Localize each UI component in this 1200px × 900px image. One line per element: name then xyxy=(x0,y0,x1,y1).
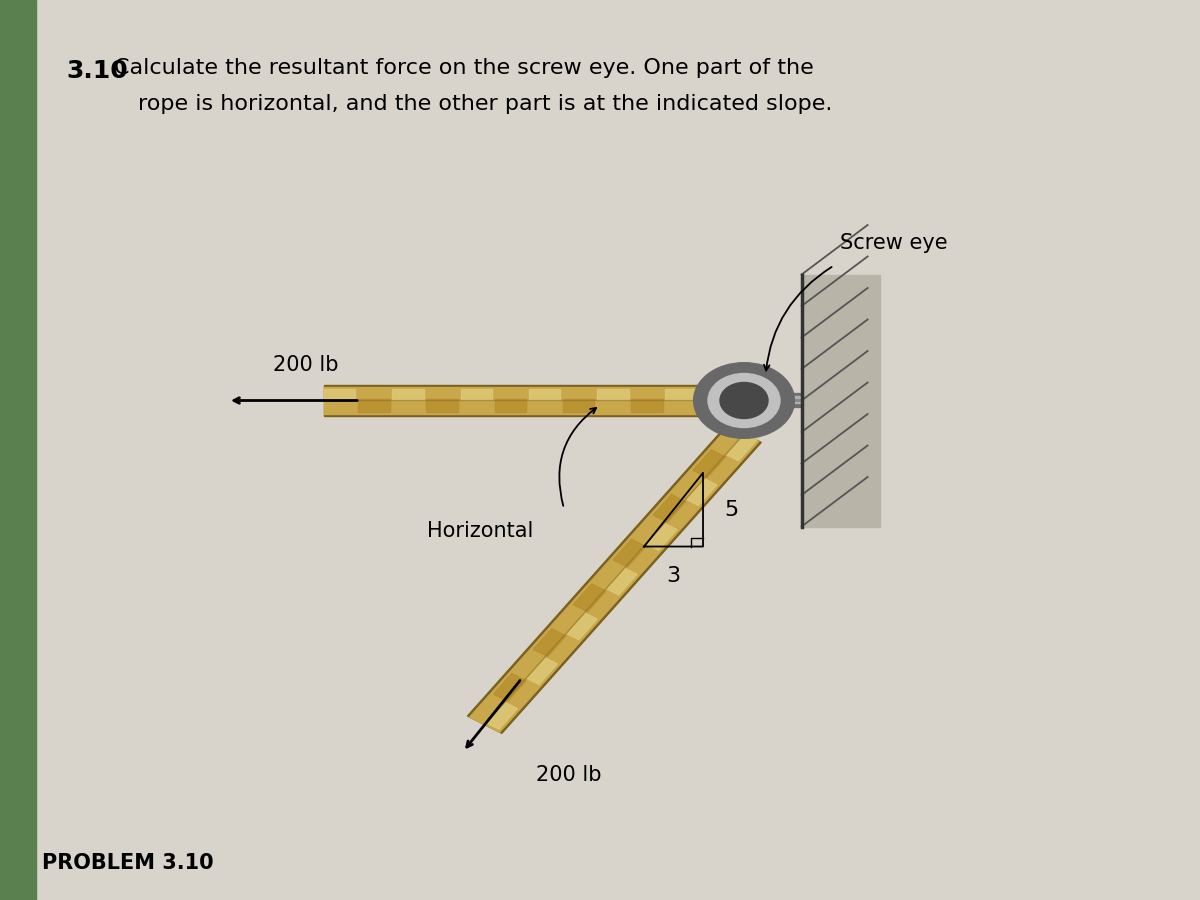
Polygon shape xyxy=(528,658,557,685)
Text: Calculate the resultant force on the screw eye. One part of the: Calculate the resultant force on the scr… xyxy=(114,58,814,78)
Polygon shape xyxy=(574,584,606,612)
Text: 3: 3 xyxy=(666,566,680,586)
Circle shape xyxy=(694,363,794,438)
Polygon shape xyxy=(493,673,526,701)
Polygon shape xyxy=(607,569,637,595)
Polygon shape xyxy=(324,389,355,400)
Text: 200 lb: 200 lb xyxy=(536,765,601,785)
Circle shape xyxy=(720,382,768,418)
Polygon shape xyxy=(469,427,758,732)
Polygon shape xyxy=(487,703,517,729)
Text: 200 lb: 200 lb xyxy=(274,356,338,375)
Polygon shape xyxy=(468,425,761,734)
Polygon shape xyxy=(631,400,662,412)
Polygon shape xyxy=(647,524,677,550)
Text: 3.10: 3.10 xyxy=(66,58,127,83)
Polygon shape xyxy=(727,435,757,461)
Text: PROBLEM 3.10: PROBLEM 3.10 xyxy=(42,853,214,873)
Polygon shape xyxy=(494,400,526,412)
Polygon shape xyxy=(426,400,458,412)
Polygon shape xyxy=(688,480,716,506)
Polygon shape xyxy=(324,385,700,416)
Polygon shape xyxy=(324,387,700,414)
Polygon shape xyxy=(392,389,424,400)
Bar xyxy=(802,274,880,526)
Polygon shape xyxy=(461,389,492,400)
Text: 5: 5 xyxy=(725,500,739,519)
Polygon shape xyxy=(358,400,390,412)
Polygon shape xyxy=(692,450,726,478)
Text: Screw eye: Screw eye xyxy=(840,233,948,253)
Polygon shape xyxy=(598,389,629,400)
Circle shape xyxy=(708,374,780,428)
Text: Horizontal: Horizontal xyxy=(427,521,533,541)
Polygon shape xyxy=(563,400,594,412)
Polygon shape xyxy=(534,629,566,656)
Polygon shape xyxy=(666,389,697,400)
Polygon shape xyxy=(653,494,685,522)
Text: rope is horizontal, and the other part is at the indicated slope.: rope is horizontal, and the other part i… xyxy=(138,94,833,114)
Polygon shape xyxy=(529,389,560,400)
Polygon shape xyxy=(613,539,646,567)
Bar xyxy=(0,0,36,900)
Polygon shape xyxy=(568,614,598,640)
